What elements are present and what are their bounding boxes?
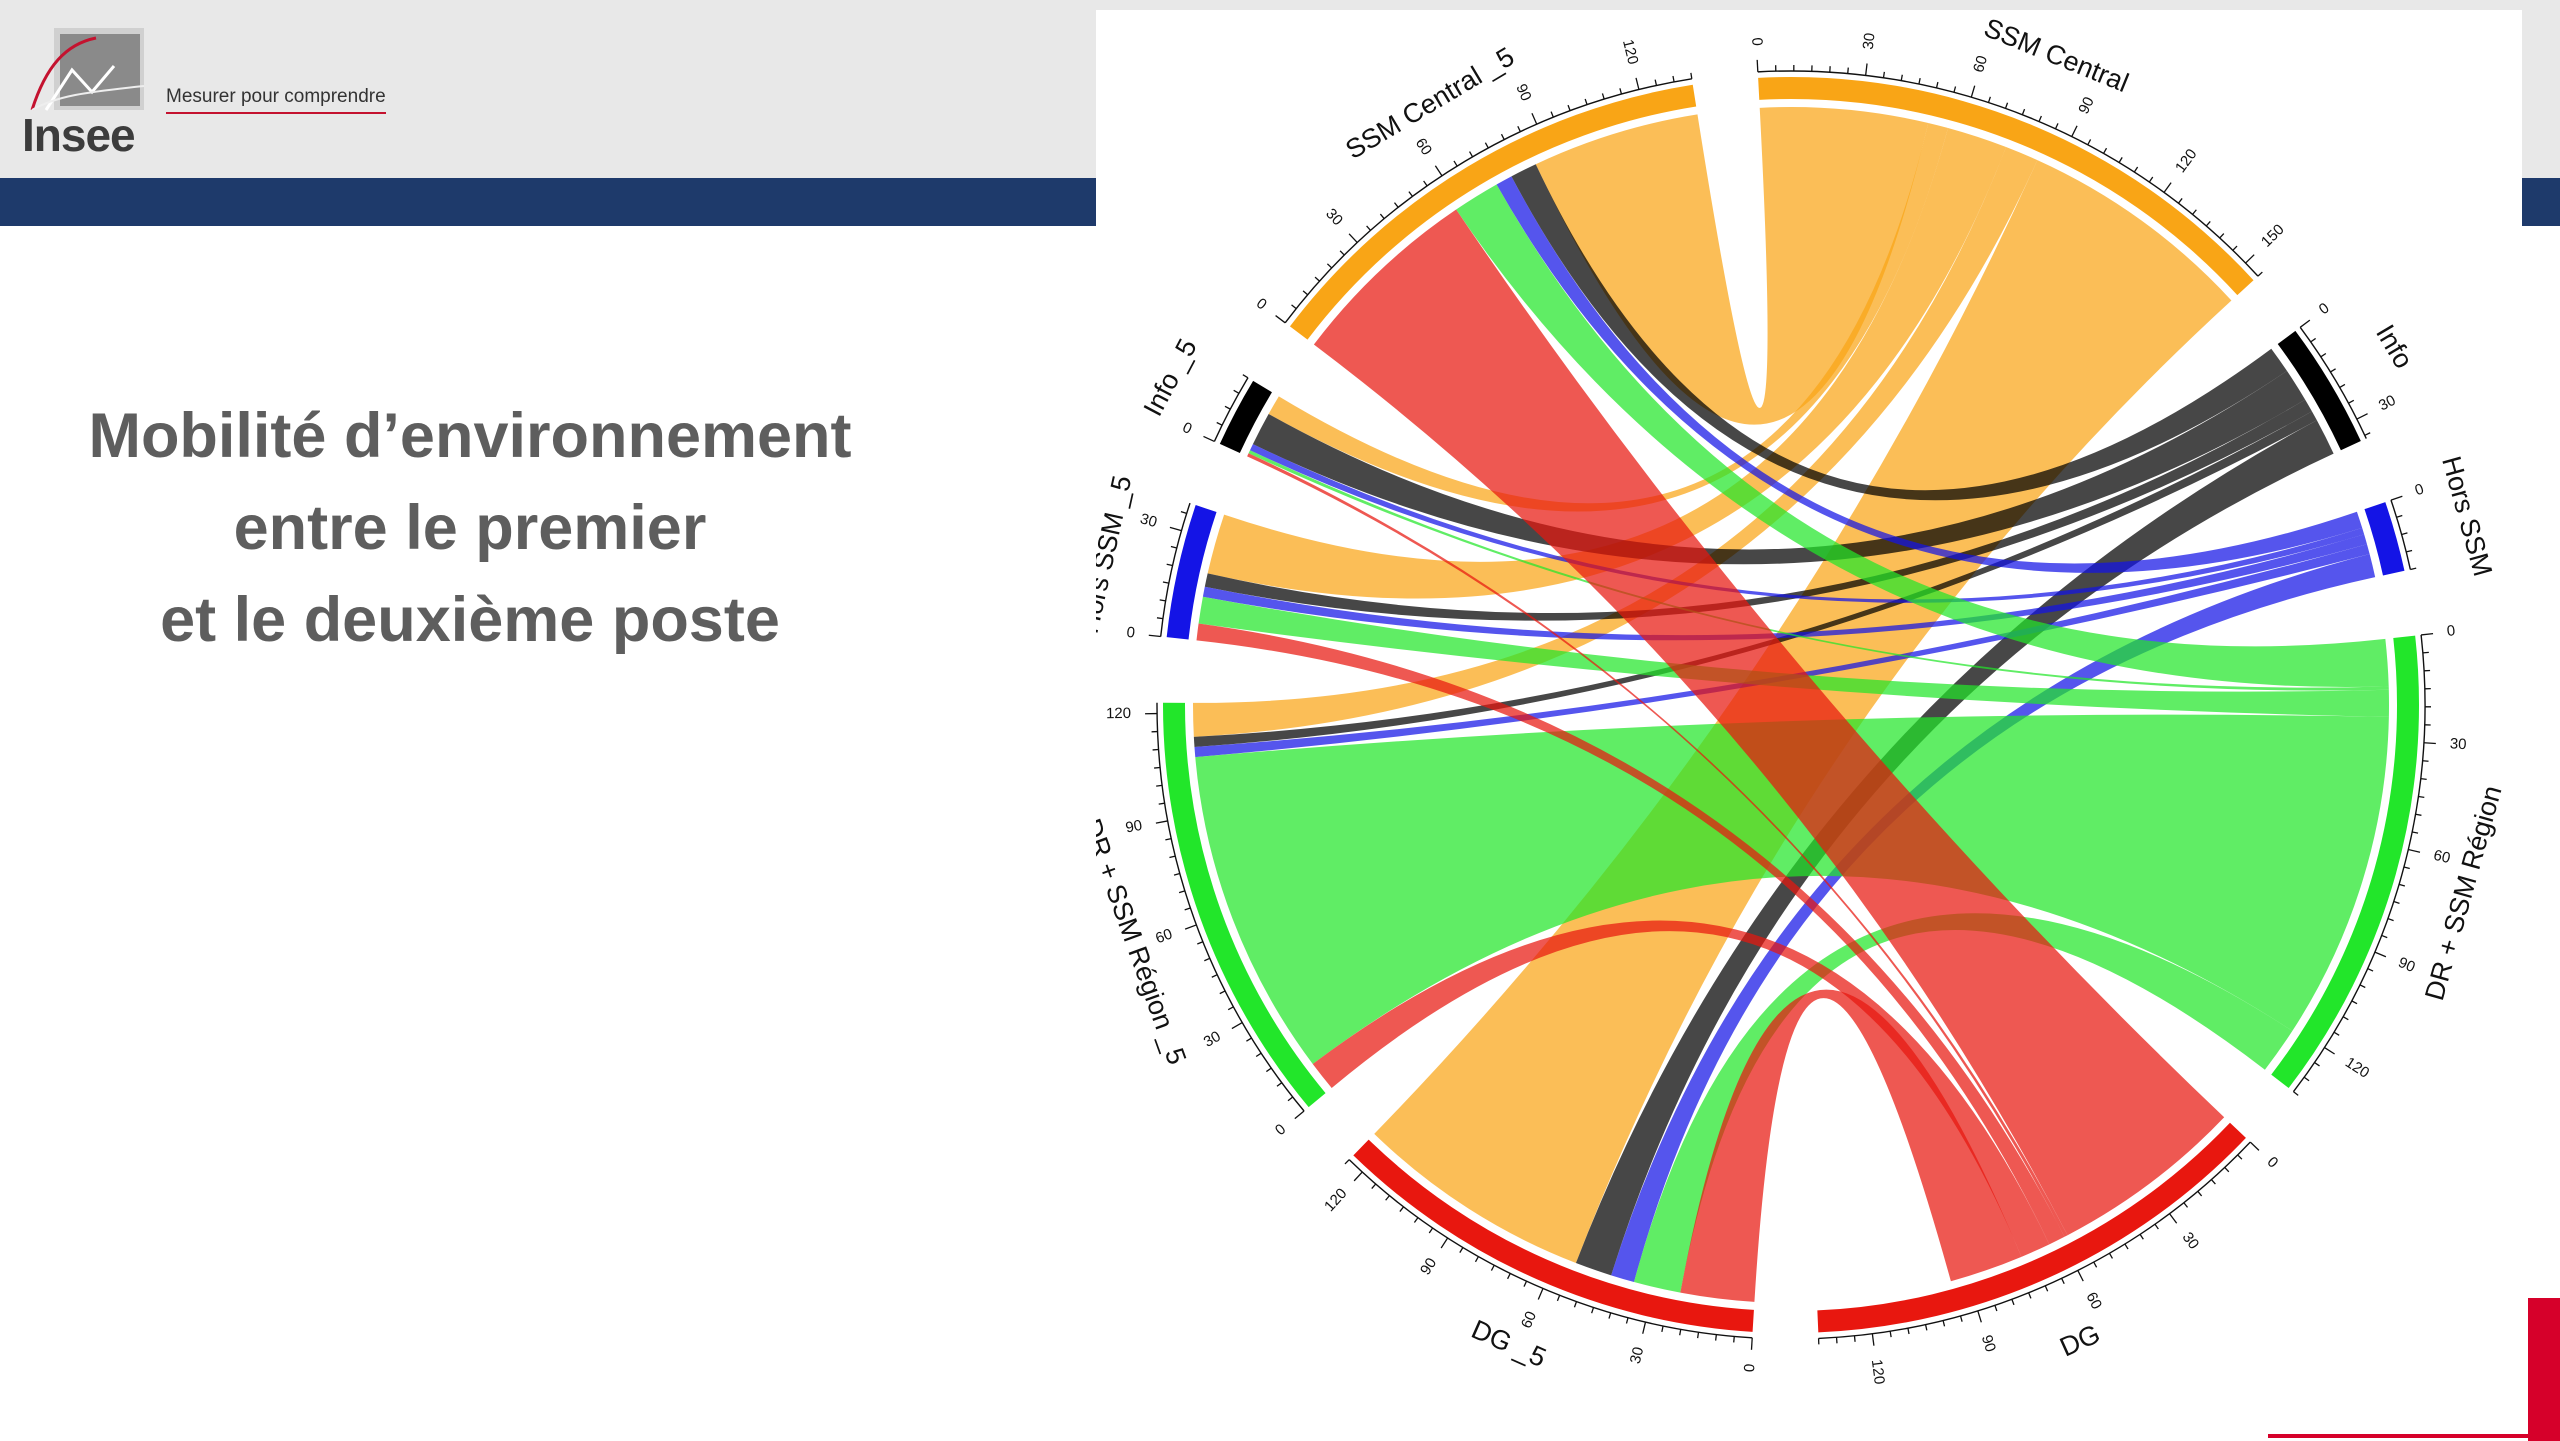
- sector-label-info: Info: [2370, 320, 2419, 374]
- tick-label: 60: [1518, 1309, 1540, 1331]
- chord-dr-ssm-r-gion-to-hors-ssm-5: [1198, 596, 2389, 717]
- sector-arc-ssm-central-5: [1289, 84, 1697, 340]
- tick-label: 60: [2432, 847, 2452, 867]
- tick-label: 120: [2172, 146, 2200, 176]
- tick-label: 60: [1153, 925, 1175, 947]
- chord-info-to-ssm-central-5: [1511, 164, 2287, 501]
- tick-label: 0: [2264, 1153, 2282, 1171]
- tick-label: 90: [1512, 81, 1534, 103]
- insee-logo: Insee: [22, 24, 152, 161]
- sector-arc-dg-5: [1353, 1139, 1754, 1332]
- title-line-2: entre le premier: [233, 493, 707, 563]
- tick-label: 120: [2342, 1054, 2372, 1082]
- footer-accent-line: [2268, 1434, 2560, 1438]
- title-line-1: Mobilité d’environnement: [88, 401, 852, 471]
- sector-ticks: 0 30 60 90 120 150 0 30 0 0 30 60 90 120 0 30 60 90 120 0 30…: [1106, 32, 2467, 1385]
- sector-arc-ssm-central: [1758, 77, 2254, 296]
- sector-label-hors-ssm: Hors SSM: [2436, 453, 2498, 580]
- tick-label: 0: [2413, 480, 2426, 499]
- tick-label: 30: [1138, 510, 1159, 531]
- sector-label-dr-ssm-r-gion: DR + SSM Région: [2419, 782, 2507, 1003]
- tick-label: 30: [1322, 205, 1346, 229]
- tick-label: 30: [1201, 1028, 1224, 1051]
- tick-label: 30: [1627, 1345, 1647, 1365]
- tick-label: 120: [1106, 705, 1131, 722]
- sector-label-ssm-central: SSM Central: [1980, 12, 2133, 98]
- tick-label: 90: [2075, 94, 2098, 116]
- tick-label: 0: [1253, 295, 1270, 314]
- sector-arc-hors-ssm: [2364, 502, 2405, 576]
- slide-title: Mobilité d’environnement entre le premie…: [40, 390, 900, 666]
- sector-ring: [1163, 77, 2419, 1333]
- tick-label: 90: [1417, 1255, 1440, 1278]
- sector-arc-info-5: [1219, 380, 1272, 454]
- chord-dg-to-dg-5: [1680, 989, 2022, 1302]
- chord-info-to-hors-ssm-5: [1204, 399, 2312, 621]
- sector-label-dg-5: DG _5: [1467, 1314, 1551, 1373]
- sector-label-hors-ssm-5: Hors SSM _5: [1096, 473, 1137, 636]
- chord-ssm-central-to-hors-ssm-5: [1207, 127, 2007, 599]
- tick-label: 30: [2179, 1229, 2203, 1253]
- sector-arc-info: [2277, 330, 2361, 451]
- tick-label: 60: [1970, 54, 1991, 75]
- chord-dr-ssm-r-gion-to-ssm-central-5: [1456, 184, 2389, 688]
- sector-arc-hors-ssm-5: [1166, 505, 1217, 640]
- chart-panel: 0 30 60 90 120 150 0 30 0 0 30 60 90 120 0 30 60 90 120 0 30…: [1096, 10, 2522, 1434]
- tick-label: 90: [2396, 954, 2418, 976]
- tick-label: 120: [1321, 1185, 1350, 1215]
- tick-label: 0: [1741, 1363, 1758, 1372]
- insee-logo-icon: [30, 28, 145, 111]
- tick-label: 30: [1860, 32, 1879, 51]
- tick-label: 0: [1272, 1121, 1289, 1139]
- tick-label: 90: [1124, 817, 1144, 837]
- chord-diagram: 0 30 60 90 120 150 0 30 0 0 30 60 90 120 0 30 60 90 120 0 30…: [1096, 12, 2508, 1385]
- tick-label: 150: [2258, 221, 2288, 251]
- logo-wordmark: Insee: [22, 109, 136, 161]
- tick-label: 90: [1978, 1333, 1999, 1354]
- tagline: Mesurer pour comprendre: [166, 86, 386, 114]
- chord-dr-ssm-r-gion-to-dr-ssm-r-gion-5: [1195, 714, 2389, 1064]
- sector-arc-dg: [1817, 1122, 2246, 1333]
- tick-label: 0: [2316, 300, 2333, 319]
- sector-arc-dr-ssm-r-gion-5: [1163, 702, 1326, 1108]
- footer-accent-block: [2528, 1298, 2560, 1441]
- sector-label-info-5: Info _5: [1138, 334, 1203, 421]
- tick-label: 30: [2449, 735, 2467, 753]
- tick-label: 120: [1868, 1358, 1888, 1385]
- chord-dg-to-ssm-central-5: [1313, 209, 2225, 1236]
- chord-info-to-info-5: [1252, 370, 2306, 565]
- tick-label: 0: [1180, 419, 1195, 438]
- sector-label-dg: DG: [2055, 1318, 2104, 1362]
- tick-label: 60: [1412, 135, 1435, 158]
- tick-label: 0: [1126, 624, 1136, 642]
- chord-ssm-central-to-dr-ssm-r-gion-5: [1193, 147, 2038, 737]
- title-line-3: et le deuxième poste: [160, 585, 780, 655]
- tick-label: 0: [1748, 37, 1765, 46]
- tick-label: 120: [1619, 38, 1642, 66]
- tick-label: 60: [2082, 1290, 2105, 1313]
- chords: [1193, 107, 2389, 1302]
- sector-label-dr-ssm-r-gion-5: DR + SSM Région _5: [1096, 815, 1192, 1069]
- chord-ssm-central-to-ssm-central-5: [1535, 107, 1929, 425]
- sector-arc-dr-ssm-r-gion: [2271, 635, 2419, 1089]
- tick-label: 0: [2446, 622, 2456, 640]
- tick-label: 30: [2376, 392, 2399, 415]
